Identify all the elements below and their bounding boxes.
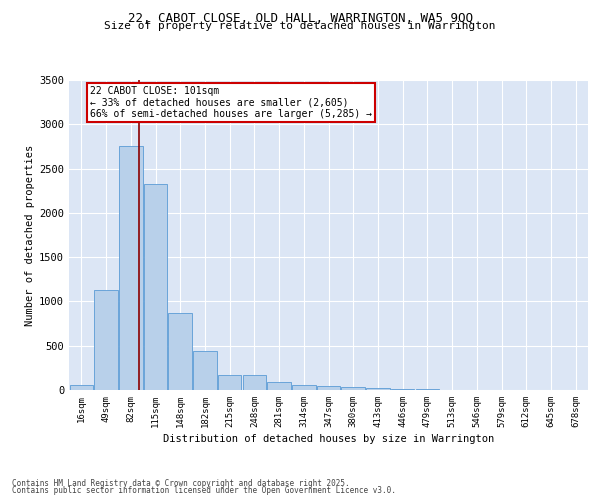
Bar [169,313,192,390]
Text: Size of property relative to detached houses in Warrington: Size of property relative to detached ho… [104,21,496,31]
Bar [94,290,118,390]
Bar [366,388,389,390]
Text: Contains HM Land Registry data © Crown copyright and database right 2025.: Contains HM Land Registry data © Crown c… [12,478,350,488]
Bar [144,184,167,390]
X-axis label: Distribution of detached houses by size in Warrington: Distribution of detached houses by size … [163,434,494,444]
Bar [416,389,439,390]
Bar [341,387,365,390]
Text: Contains public sector information licensed under the Open Government Licence v3: Contains public sector information licen… [12,486,396,495]
Bar [292,384,316,390]
Bar [242,376,266,390]
Bar [193,351,217,390]
Bar [218,375,241,390]
Bar [268,382,291,390]
Text: 22, CABOT CLOSE, OLD HALL, WARRINGTON, WA5 9QQ: 22, CABOT CLOSE, OLD HALL, WARRINGTON, W… [128,12,473,26]
Bar [119,146,143,390]
Bar [317,386,340,390]
Bar [70,385,93,390]
Text: 22 CABOT CLOSE: 101sqm
← 33% of detached houses are smaller (2,605)
66% of semi-: 22 CABOT CLOSE: 101sqm ← 33% of detached… [90,86,372,120]
Bar [391,389,415,390]
Y-axis label: Number of detached properties: Number of detached properties [25,144,35,326]
